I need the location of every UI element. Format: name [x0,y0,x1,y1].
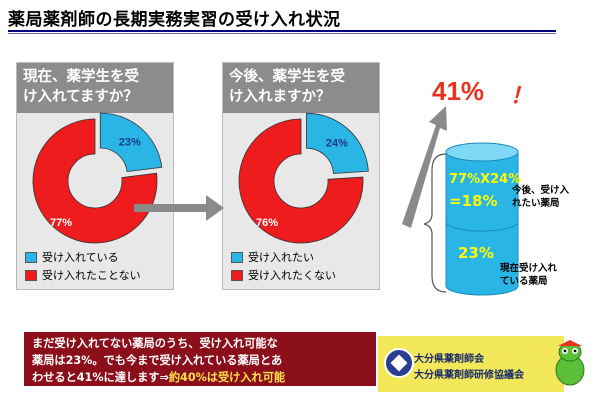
brace [423,153,447,293]
donut-slice-blue [99,112,163,173]
legend-item-accepting: 受け入れている [25,249,119,265]
question-box: 現在、薬学生を受 け入れてますか？ [17,63,173,113]
note-line-3a: わせると41%に達します⇒ [32,371,169,384]
cylinder-top-line2: =18% [449,192,498,210]
note-line-3: わせると41%に達します⇒約40%は受け入れ可能 [32,369,368,386]
question-line-2: け入れますか？ [229,89,331,105]
legend-swatch-blue [231,251,243,263]
note-line-1: まだ受け入れてない薬局のうち、受け入れ可能な [32,337,278,350]
question-line-1: 現在、薬学生を受 [23,69,139,85]
headline-value: 41% [432,76,485,106]
legend-item-want-to-accept: 受け入れたい [231,249,314,265]
donut-slice-red [238,118,364,244]
summary-note: まだ受け入れてない薬局のうち、受け入れ可能な 薬局は23%。でも今まで受け入れて… [24,332,376,386]
donut-value-label: 23% [119,137,141,149]
title-underline-thin [8,33,556,34]
cylinder-bottom-desc-line1: 現在受け入れ [500,263,558,274]
note-line-2: 薬局は23%。でも今まで受け入れている薬局とあ [32,354,283,367]
title-underline [8,30,556,32]
legend-swatch-red [25,269,37,281]
donut-value-label: 24% [326,138,348,150]
org-line-2: 大分県薬剤師研修協議会 [414,370,524,381]
note-highlight: 約40%は受け入れ可能 [168,371,286,384]
legend-label: 受け入れたくない [248,269,336,282]
headline-exclaim: ！ [510,84,533,109]
legend-label: 受け入れている [42,251,119,264]
headline-percent: 41% [432,76,484,107]
organization-badge: 大分県薬剤師会 大分県薬剤師研修協議会 [378,336,564,392]
current-acceptance-donut: 23% 77% [32,112,163,244]
mascot-icon [555,340,585,386]
legend-label: 受け入れたい [248,251,314,264]
donut-value-label: 77% [50,217,72,229]
cylinder-top-desc-line2: れたい薬局 [512,198,560,209]
cylinder-bottom-desc-line2: ている薬局 [500,276,548,287]
cylinder-bottom-desc: 現在受け入れ ている薬局 [500,262,557,288]
question-line-2: け入れてますか？ [23,89,138,105]
cylinder-top-desc: 今後、受け入 れたい薬局 [512,184,569,210]
legend-swatch-blue [25,251,37,263]
cylinder-top-desc-line1: 今後、受け入 [512,185,570,196]
donut-value-label: 76% [256,217,278,229]
org-line-1: 大分県薬剤師会 [414,354,484,365]
up-right-arrow [402,106,447,228]
cylinder-bottom-value: 23% [458,244,494,262]
question-box: 今後、薬学生を受 け入れますか？ [223,63,379,113]
page-title: 薬局薬剤師の長期実務実習の受け入れ状況 [8,10,341,30]
association-logo-icon [384,348,414,378]
legend-label: 受け入れたことない [42,269,141,282]
donut-slice-blue [306,112,369,174]
current-acceptance-panel: 現在、薬学生を受 け入れてますか？ 23% 77% 受け入れている 受け入れたこと… [16,62,174,290]
legend-item-not-want: 受け入れたくない [231,267,336,283]
future-acceptance-donut: 24% 76% [238,112,369,244]
donut-slice-red [32,118,158,244]
question-line-1: 今後、薬学生を受 [229,69,345,85]
legend-swatch-red [231,269,243,281]
legend-item-never-accepted: 受け入れたことない [25,267,141,283]
cylinder-top-line1: 77%X24% [449,172,522,187]
future-acceptance-panel: 今後、薬学生を受 け入れますか？ 24% 76% 受け入れたい 受け入れたくない [222,62,380,290]
